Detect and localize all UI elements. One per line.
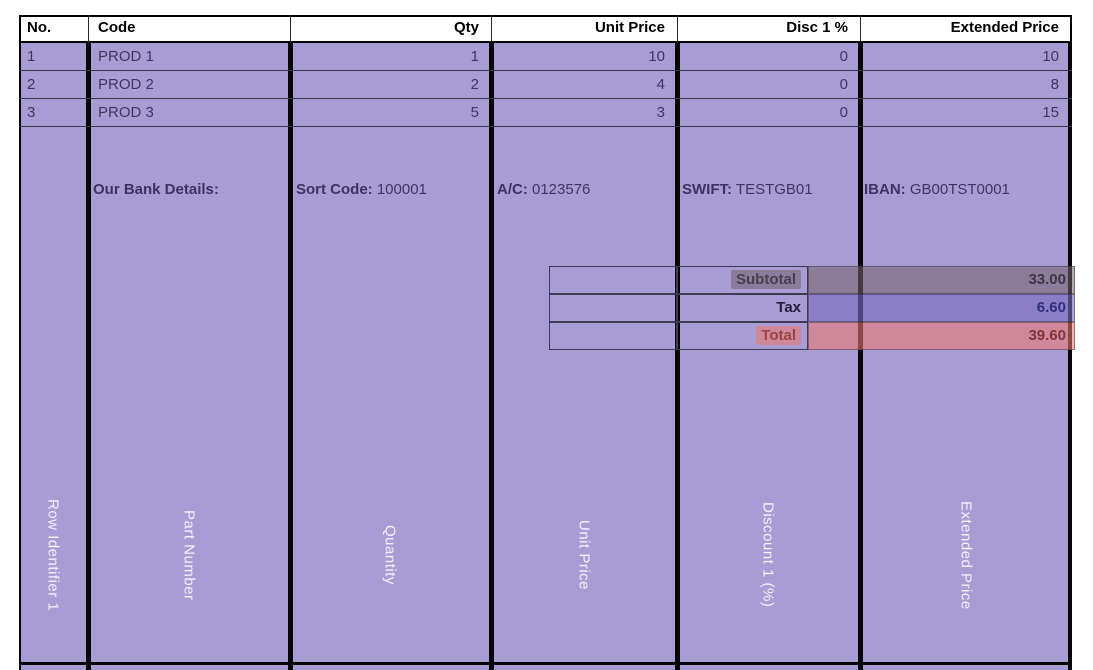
header-cell-disc1[interactable]: Disc 1 % [786, 19, 848, 36]
header-cell-border [88, 15, 89, 43]
total-value-cell[interactable]: 39.60 [808, 322, 1075, 350]
cell-disc1-row3[interactable]: 0 [839, 104, 848, 121]
cell-qty-row2[interactable]: 2 [470, 76, 479, 93]
sheet-body [19, 43, 1072, 670]
table-header-row [19, 15, 1072, 43]
cell-code-row1[interactable]: PROD 1 [98, 48, 154, 65]
table-right-border [1068, 43, 1072, 670]
cell-unit-price-row3[interactable]: 3 [656, 104, 665, 121]
header-cell-unit-price[interactable]: Unit Price [594, 19, 665, 36]
footer-label-quantity: Quantity [381, 525, 399, 585]
footer-label-unit-price: Unit Price [575, 519, 593, 591]
subtotal-value-cell[interactable]: 33.00 [808, 266, 1075, 294]
column-divider [858, 43, 863, 670]
summary-empty-cell[interactable] [549, 322, 677, 350]
sort-code-value: 100001 [376, 181, 427, 198]
cell-qty-row3[interactable]: 5 [470, 104, 479, 121]
bank-iban: IBAN: GB00TST0001 [864, 172, 1010, 208]
tax-value-cell[interactable]: 6.60 [808, 294, 1075, 322]
header-cell-border [860, 15, 861, 43]
iban-value: GB00TST0001 [909, 181, 1010, 198]
header-cell-border [290, 15, 291, 43]
header-cell-no[interactable]: No. [27, 19, 52, 36]
column-divider [288, 43, 293, 670]
cell-qty-row1[interactable]: 1 [470, 48, 479, 65]
table-left-border [19, 43, 21, 670]
sort-code-label: Sort Code: [296, 181, 373, 198]
subtotal-label-cell[interactable]: Subtotal [677, 266, 808, 294]
cell-extended-price-row1[interactable]: 10 [1042, 48, 1059, 65]
cell-no-row2[interactable]: 2 [27, 76, 36, 93]
cell-extended-price-row3[interactable]: 15 [1042, 104, 1059, 121]
bank-details-title-text: Our Bank Details: [93, 181, 219, 198]
subtotal-label: Subtotal [731, 270, 801, 289]
cell-unit-price-row2[interactable]: 4 [656, 76, 665, 93]
swift-value: TESTGB01 [735, 181, 813, 198]
row-separator [19, 126, 1072, 127]
swift-label: SWIFT: [682, 181, 732, 198]
footer-label-extended-price: Extended Price [957, 500, 975, 610]
header-cell-code[interactable]: Code [98, 19, 136, 36]
header-cell-border [677, 15, 678, 43]
cell-code-row2[interactable]: PROD 2 [98, 76, 154, 93]
cell-extended-price-row2[interactable]: 8 [1050, 76, 1059, 93]
column-divider [86, 43, 91, 670]
total-label: Total [756, 326, 801, 345]
bank-account: A/C: 0123576 [497, 172, 590, 208]
header-cell-border [491, 15, 492, 43]
bank-details-title: Our Bank Details: [93, 172, 219, 208]
cell-disc1-row1[interactable]: 0 [839, 48, 848, 65]
account-label: A/C: [497, 181, 528, 198]
cell-disc1-row2[interactable]: 0 [839, 76, 848, 93]
footer-label-discount1: Discount 1 (%) [759, 502, 777, 608]
header-cell-qty[interactable]: Qty [453, 19, 479, 36]
summary-empty-cell[interactable] [549, 294, 677, 322]
footer-label-part-number: Part Number [180, 509, 198, 601]
account-value: 0123576 [532, 181, 591, 198]
iban-label: IBAN: [864, 181, 906, 198]
bank-sort-code: Sort Code: 100001 [296, 172, 427, 208]
header-cell-extended-price[interactable]: Extended Price [950, 19, 1059, 36]
footer-label-row-identifier: Row Identifier 1 [44, 498, 62, 612]
footer-row-border [19, 662, 1072, 665]
cell-code-row3[interactable]: PROD 3 [98, 104, 154, 121]
cell-no-row1[interactable]: 1 [27, 48, 36, 65]
bank-swift: SWIFT: TESTGB01 [682, 172, 813, 208]
cell-unit-price-row1[interactable]: 10 [648, 48, 665, 65]
column-divider [675, 43, 680, 670]
row-separator [19, 98, 1072, 99]
cell-no-row3[interactable]: 3 [27, 104, 36, 121]
row-separator [19, 70, 1072, 71]
summary-empty-cell[interactable] [549, 266, 677, 294]
tax-label-cell[interactable]: Tax [677, 294, 808, 322]
column-divider [489, 43, 494, 670]
total-label-cell[interactable]: Total [677, 322, 808, 350]
tax-label: Tax [776, 299, 801, 316]
